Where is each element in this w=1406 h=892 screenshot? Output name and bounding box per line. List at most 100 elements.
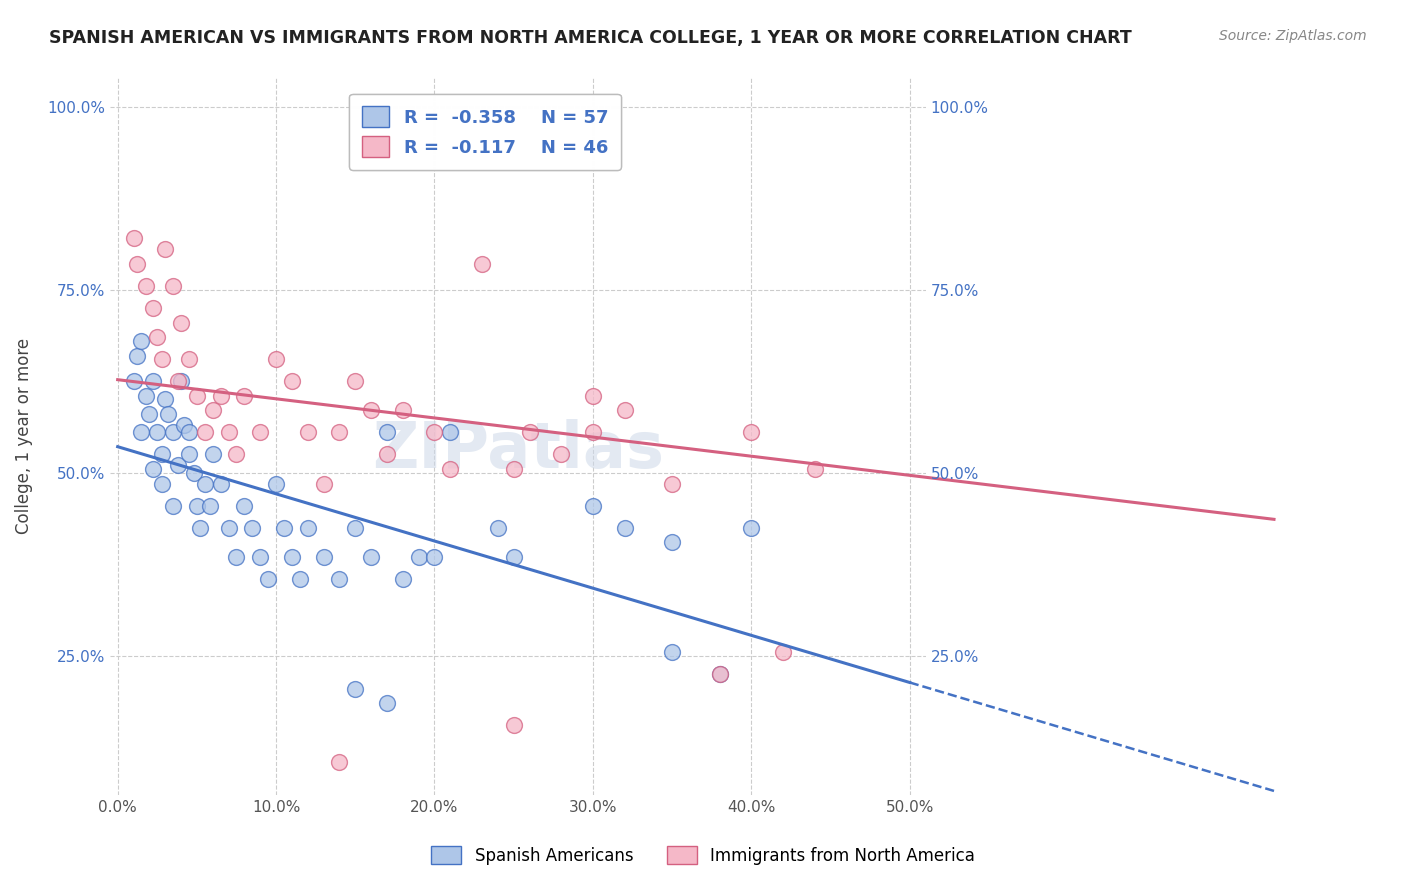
Point — [375, 696, 398, 710]
Point — [297, 520, 319, 534]
Point — [218, 520, 240, 534]
Point — [502, 549, 524, 564]
Point — [772, 645, 794, 659]
Point — [281, 549, 304, 564]
Point — [177, 425, 200, 440]
Point — [249, 549, 271, 564]
Point — [661, 645, 683, 659]
Point — [157, 407, 180, 421]
Point — [502, 462, 524, 476]
Point — [173, 418, 195, 433]
Point — [162, 425, 184, 440]
Point — [141, 374, 163, 388]
Y-axis label: College, 1 year or more: College, 1 year or more — [15, 338, 32, 534]
Point — [312, 476, 335, 491]
Point — [183, 466, 205, 480]
Point — [153, 243, 176, 257]
Point — [188, 520, 211, 534]
Point — [150, 476, 173, 491]
Point — [360, 403, 382, 417]
Point — [233, 389, 256, 403]
Point — [138, 407, 160, 421]
Point — [186, 389, 208, 403]
Point — [170, 374, 193, 388]
Point — [709, 667, 731, 681]
Point — [264, 476, 287, 491]
Point — [582, 425, 605, 440]
Point — [328, 755, 350, 769]
Point — [209, 476, 232, 491]
Point — [391, 572, 413, 586]
Point — [582, 499, 605, 513]
Point — [218, 425, 240, 440]
Point — [167, 458, 190, 473]
Point — [709, 667, 731, 681]
Point — [209, 389, 232, 403]
Text: SPANISH AMERICAN VS IMMIGRANTS FROM NORTH AMERICA COLLEGE, 1 YEAR OR MORE CORREL: SPANISH AMERICAN VS IMMIGRANTS FROM NORT… — [49, 29, 1132, 46]
Point — [328, 425, 350, 440]
Point — [288, 572, 311, 586]
Point — [502, 718, 524, 732]
Point — [423, 425, 446, 440]
Point — [257, 572, 280, 586]
Point — [661, 476, 683, 491]
Point — [125, 349, 148, 363]
Point — [177, 447, 200, 461]
Legend: Spanish Americans, Immigrants from North America: Spanish Americans, Immigrants from North… — [423, 838, 983, 873]
Text: ZIPatlas: ZIPatlas — [371, 419, 664, 482]
Point — [408, 549, 430, 564]
Point — [146, 425, 169, 440]
Point — [344, 681, 367, 696]
Point — [375, 447, 398, 461]
Point — [550, 447, 572, 461]
Point — [661, 535, 683, 549]
Point — [194, 425, 217, 440]
Point — [162, 499, 184, 513]
Point — [122, 374, 145, 388]
Point — [131, 334, 153, 348]
Point — [162, 279, 184, 293]
Point — [297, 425, 319, 440]
Point — [613, 520, 636, 534]
Point — [201, 403, 224, 417]
Point — [170, 316, 193, 330]
Point — [375, 425, 398, 440]
Point — [153, 392, 176, 407]
Point — [125, 257, 148, 271]
Point — [344, 374, 367, 388]
Point — [439, 425, 461, 440]
Point — [225, 549, 247, 564]
Point — [439, 462, 461, 476]
Point — [240, 520, 263, 534]
Point — [150, 352, 173, 367]
Point — [198, 499, 221, 513]
Point — [186, 499, 208, 513]
Point — [312, 549, 335, 564]
Point — [141, 301, 163, 315]
Point — [167, 374, 190, 388]
Point — [141, 462, 163, 476]
Point — [146, 330, 169, 344]
Point — [233, 499, 256, 513]
Point — [582, 389, 605, 403]
Text: Source: ZipAtlas.com: Source: ZipAtlas.com — [1219, 29, 1367, 43]
Point — [194, 476, 217, 491]
Point — [177, 352, 200, 367]
Point — [740, 425, 762, 440]
Point — [150, 447, 173, 461]
Point — [613, 403, 636, 417]
Point — [344, 520, 367, 534]
Point — [740, 520, 762, 534]
Point — [391, 403, 413, 417]
Point — [471, 257, 494, 271]
Point — [803, 462, 825, 476]
Point — [1136, 279, 1159, 293]
Point — [1088, 279, 1111, 293]
Point — [122, 231, 145, 245]
Point — [273, 520, 295, 534]
Point — [486, 520, 509, 534]
Legend: R =  -0.358    N = 57, R =  -0.117    N = 46: R = -0.358 N = 57, R = -0.117 N = 46 — [349, 94, 620, 169]
Point — [249, 425, 271, 440]
Point — [131, 425, 153, 440]
Point — [423, 549, 446, 564]
